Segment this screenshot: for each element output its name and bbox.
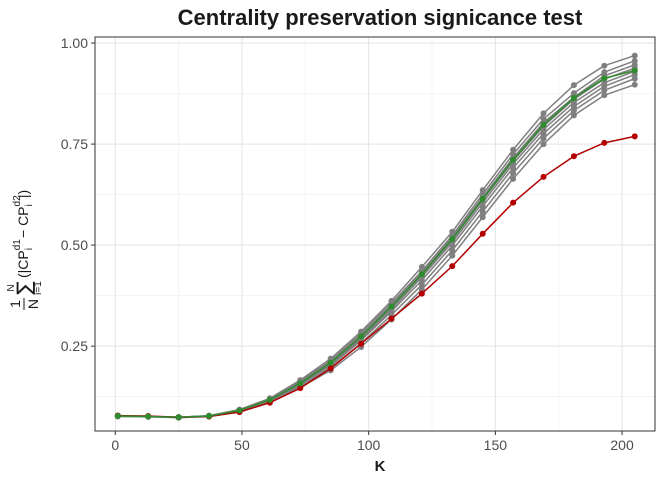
y-title-sub-i1: i — [24, 248, 35, 250]
y-title-sup-d2: d2 — [12, 195, 23, 207]
y-tick-label: 0.25 — [61, 338, 88, 354]
y-title-sup-d1: d1 — [12, 239, 23, 251]
data-point — [358, 340, 365, 347]
data-point — [510, 199, 517, 206]
y-axis-title: 1 N N ∑ i=1 (|CPd1i − CPd2i|) — [6, 190, 44, 310]
y-tick-label: 0.50 — [61, 237, 88, 253]
data-point — [206, 413, 213, 420]
x-tick-label: 200 — [610, 437, 634, 453]
data-point — [449, 263, 456, 270]
data-point — [510, 175, 517, 182]
data-point — [449, 252, 456, 259]
data-point — [631, 133, 638, 140]
y-title-sum-lower: i=1 — [33, 281, 44, 295]
y-title-body-left: (|CP — [15, 250, 31, 278]
axis-ticks: 0 50 100 150 200 0.25 0.50 0.75 1.00 — [61, 35, 634, 453]
y-title-body-right: |) — [15, 190, 31, 198]
data-point — [388, 315, 395, 322]
data-point — [449, 247, 456, 254]
data-point — [236, 407, 243, 414]
data-point — [418, 281, 425, 288]
data-point — [570, 82, 577, 89]
data-point — [601, 62, 608, 69]
data-point — [540, 135, 547, 142]
data-point — [510, 170, 517, 177]
data-point — [479, 214, 486, 221]
panel-border — [94, 36, 656, 432]
data-point — [510, 146, 517, 153]
data-point — [540, 130, 547, 137]
y-title-sub-i2: i — [24, 204, 35, 206]
series-line — [117, 69, 635, 419]
data-point — [175, 414, 182, 421]
y-tick-label: 1.00 — [61, 35, 88, 51]
x-tick-label: 0 — [111, 437, 119, 453]
data-point — [540, 141, 547, 148]
y-title-body-mid: − CP — [15, 206, 31, 241]
data-point — [601, 92, 608, 99]
data-point — [418, 290, 425, 297]
data-point — [570, 112, 577, 119]
data-point — [479, 208, 486, 215]
data-point — [601, 75, 608, 82]
data-point — [540, 110, 547, 117]
chart-title: Centrality preservation signicance test — [178, 5, 583, 30]
series-layer — [114, 52, 638, 421]
data-point — [449, 236, 456, 243]
data-point — [145, 413, 152, 420]
data-point — [114, 413, 121, 420]
data-point — [327, 359, 334, 366]
data-point — [510, 164, 517, 171]
data-point — [479, 196, 486, 203]
data-point — [479, 230, 486, 237]
data-point — [388, 303, 395, 310]
y-title-body: (|CPd1i − CPd2i|) — [12, 190, 35, 278]
data-point — [449, 242, 456, 249]
data-point — [570, 107, 577, 114]
y-title-frac-den: N — [25, 299, 41, 309]
data-point — [297, 385, 304, 392]
data-point — [479, 203, 486, 210]
series-10 — [114, 67, 638, 421]
data-point — [601, 139, 608, 146]
data-point — [327, 365, 334, 372]
data-point — [631, 52, 638, 59]
y-title-sum-upper: N — [6, 284, 17, 291]
data-point — [570, 95, 577, 102]
data-point — [631, 81, 638, 88]
data-point — [540, 173, 547, 180]
grid — [95, 37, 655, 431]
data-point — [631, 75, 638, 82]
x-axis-title: K — [375, 458, 386, 475]
y-title-sigma: ∑ — [12, 281, 36, 295]
data-point — [570, 153, 577, 160]
data-point — [601, 87, 608, 94]
data-point — [358, 333, 365, 340]
x-tick-label: 50 — [234, 437, 250, 453]
x-tick-label: 150 — [484, 437, 508, 453]
y-tick-label: 0.75 — [61, 136, 88, 152]
x-tick-label: 100 — [357, 437, 381, 453]
y-title-frac-num: 1 — [7, 300, 23, 308]
data-point — [297, 380, 304, 387]
data-point — [631, 67, 638, 74]
data-point — [510, 156, 517, 163]
data-point — [418, 271, 425, 278]
data-point — [418, 277, 425, 284]
data-point — [266, 396, 273, 403]
data-point — [540, 121, 547, 128]
